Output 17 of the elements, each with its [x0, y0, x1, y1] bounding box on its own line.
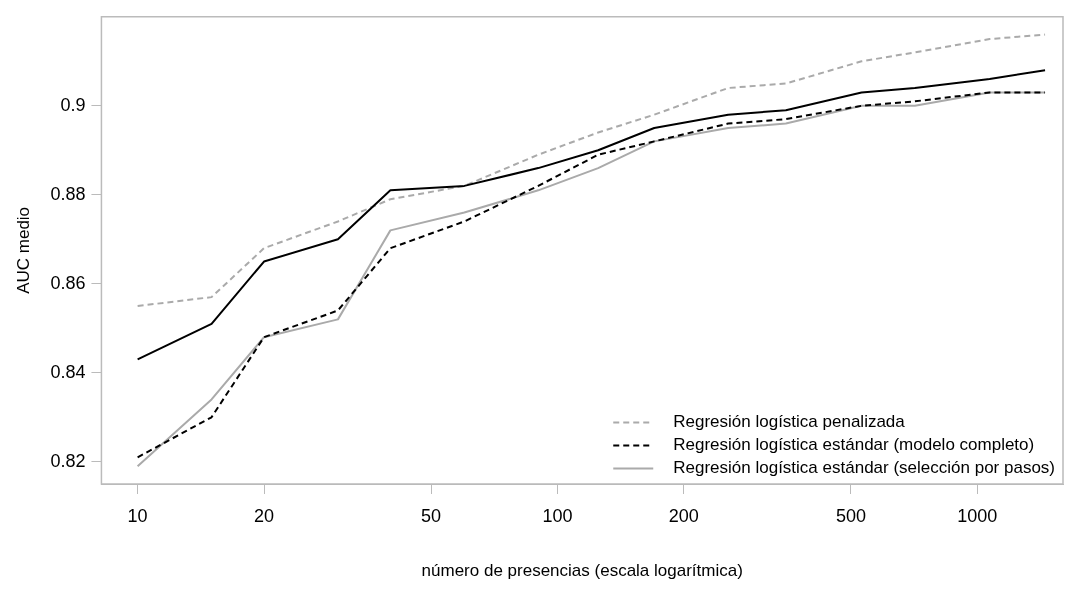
y-tick-label: 0.88 — [50, 183, 86, 204]
x-tick-label: 200 — [668, 505, 699, 526]
y-tick-label: 0.86 — [50, 272, 86, 293]
legend-label: Regresión logística penalizada — [673, 412, 906, 432]
x-tick-label: 100 — [542, 505, 573, 526]
y-tick-label: 0.82 — [50, 450, 86, 471]
y-axis-title: AUC medio — [13, 206, 33, 294]
x-tick-label: 50 — [421, 505, 442, 526]
legend-label: Regresión logística estándar (modelo completo) — [673, 435, 1035, 455]
y-tick-label: 0.84 — [50, 361, 86, 382]
x-tick-label: 10 — [127, 505, 148, 526]
x-tick-label: 500 — [835, 505, 866, 526]
legend-label: Regresión logística estándar (selección por pasos) — [673, 458, 1056, 478]
x-axis-title: número de presencias (escala logarítmica) — [421, 561, 743, 581]
y-tick-label: 0.9 — [60, 94, 86, 115]
x-tick-label: 20 — [253, 505, 275, 526]
x-tick-label: 1000 — [957, 505, 998, 526]
